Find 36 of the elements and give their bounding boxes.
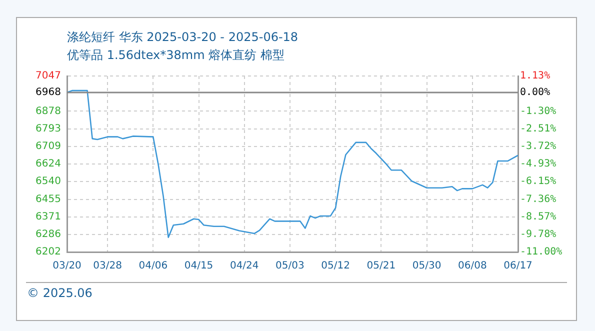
y2-tick-label: -8.57% [520,211,556,222]
y2-tick-label: -3.72% [520,140,556,152]
x-tick-label: 05/21 [366,260,396,272]
x-tick-label: 06/17 [504,260,532,272]
y2-tick-label: 1.13% [520,70,550,82]
y-tick-label: 6968 [36,87,61,98]
chart-title: 涤纶短纤 华东 2025-03-20 - 2025-06-18 [67,29,298,46]
y-tick-label: 6371 [36,211,61,222]
y-tick-label: 6709 [36,140,61,152]
y-tick-label: 7047 [36,70,61,82]
y2-tick-label: -7.36% [520,194,556,205]
x-tick-label: 04/06 [138,260,168,272]
x-tick-label: 03/20 [52,260,82,272]
y2-tick-label: -1.30% [520,106,556,117]
y-tick-label: 6455 [36,194,61,205]
y2-tick-label: -4.93% [520,158,556,170]
y-tick-label: 6286 [36,229,61,240]
y2-tick-label: -11.00% [520,246,562,258]
x-tick-label: 05/30 [412,260,442,272]
x-tick-label: 06/08 [458,260,487,272]
x-tick-label: 04/15 [184,260,214,272]
y-tick-label: 6202 [36,246,61,258]
y2-tick-label: -6.15% [520,176,556,188]
x-tick-label: 05/12 [321,260,350,272]
y2-tick-label: -2.51% [520,123,556,134]
y-tick-label: 6624 [36,158,61,170]
x-tick-label: 05/03 [276,260,304,272]
chart-subtitle: 优等品 1.56dtex*38mm 熔体直纺 棉型 [67,47,284,64]
y2-tick-label: -9.78% [520,228,556,240]
x-tick-label: 03/28 [93,260,122,272]
y-tick-label: 6540 [36,176,61,188]
x-tick-label: 04/24 [230,260,259,272]
y-tick-label: 6793 [36,124,61,134]
text: © 2025.06 [27,286,92,300]
y2-tick-label: 0.00% [520,86,550,98]
y-tick-label: 6878 [36,106,61,117]
